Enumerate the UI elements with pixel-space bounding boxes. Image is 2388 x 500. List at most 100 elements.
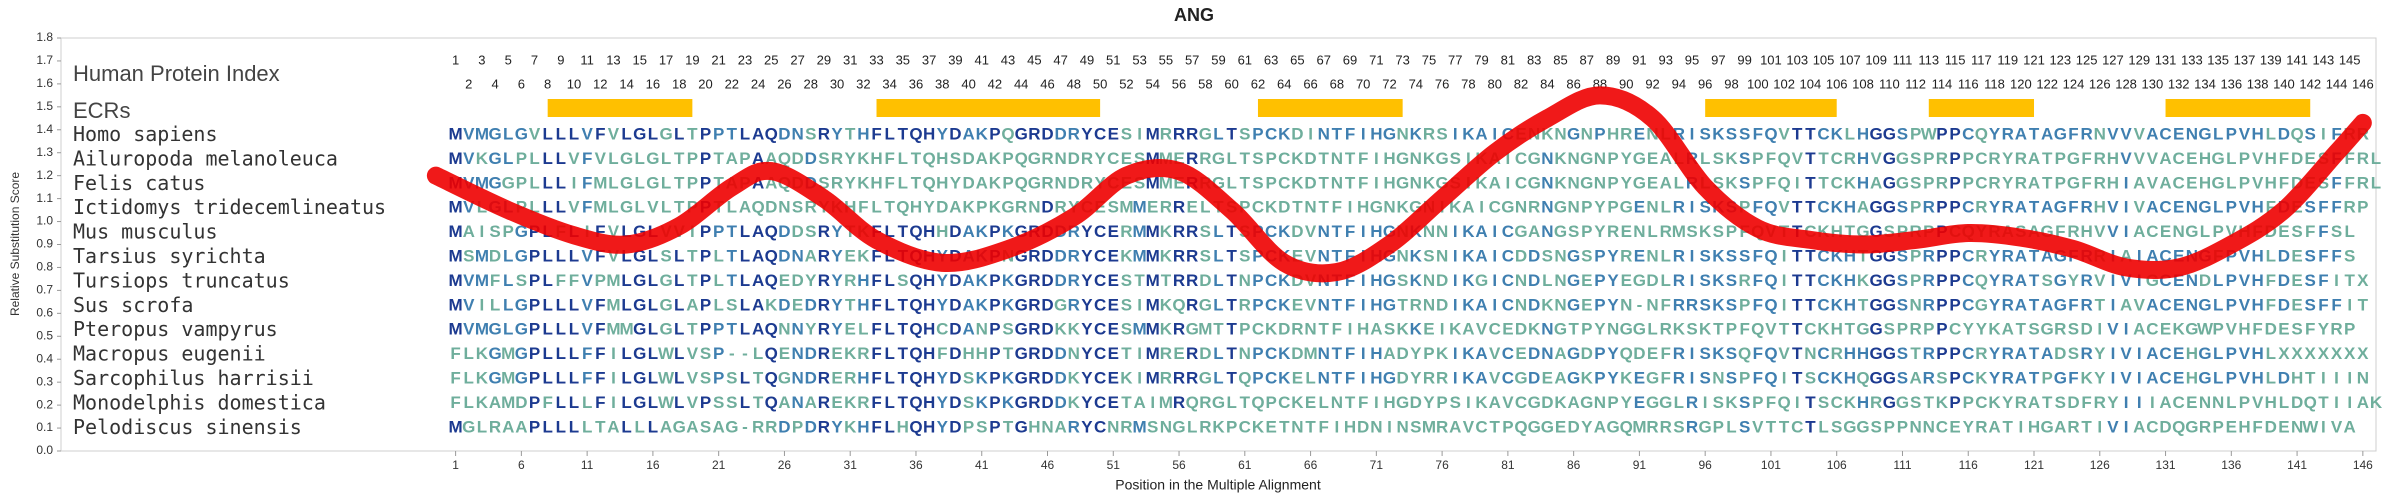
residue: A <box>2015 125 2027 144</box>
residue: A <box>1462 198 1474 217</box>
residue: P <box>1594 369 1605 388</box>
residue: D <box>1041 320 1053 339</box>
residue: V <box>1502 393 1514 412</box>
ecr-bar <box>876 99 1101 117</box>
position-number: 41 <box>975 52 989 67</box>
residue: M <box>606 296 620 315</box>
residue: F <box>595 296 605 315</box>
residue: R <box>818 271 830 290</box>
residue: L <box>556 296 566 315</box>
residue: R <box>2002 198 2014 217</box>
residue: P <box>963 418 974 437</box>
residue: E <box>1292 296 1303 315</box>
residue: T <box>1161 271 1172 290</box>
y-tick-label: 0.0 <box>36 443 53 457</box>
residue: X <box>2357 271 2369 290</box>
residue: G <box>1870 369 1883 388</box>
residue: V <box>687 345 699 364</box>
x-tick-label: 101 <box>1761 458 1781 472</box>
residue: L <box>648 369 658 388</box>
residue: E <box>2278 223 2289 242</box>
residue: L <box>621 393 631 412</box>
residue: P <box>1607 198 1618 217</box>
residue: Y <box>845 149 857 168</box>
residue: E <box>1502 320 1513 339</box>
residue: G <box>1528 149 1541 168</box>
residue: Q <box>909 369 922 388</box>
residue: Q <box>1975 125 1988 144</box>
residue: L <box>1818 418 1828 437</box>
residue: D <box>1055 271 1067 290</box>
residue: D <box>1041 271 1053 290</box>
residue: D <box>1436 271 1448 290</box>
residue: F <box>884 149 894 168</box>
residue: L <box>1661 247 1671 266</box>
residue: S <box>1239 125 1250 144</box>
residue: M <box>1146 271 1160 290</box>
residue: C <box>1502 247 1514 266</box>
residue: I <box>2334 393 2339 412</box>
residue: A <box>2041 198 2053 217</box>
residue: H <box>1844 296 1856 315</box>
residue: D <box>1633 345 1645 364</box>
residue: H <box>2251 125 2263 144</box>
residue: H <box>1370 271 1382 290</box>
residue: A <box>2002 320 2014 339</box>
residue: F <box>1753 125 1763 144</box>
position-number: 53 <box>1132 52 1146 67</box>
x-tick-label: 1 <box>452 458 459 472</box>
residue: I <box>1308 125 1313 144</box>
residue: P <box>700 174 711 193</box>
residue: Y <box>1081 271 1093 290</box>
x-tick-label: 136 <box>2221 458 2241 472</box>
residue: I <box>2334 271 2339 290</box>
residue: K <box>1397 320 1410 339</box>
position-number: 80 <box>1487 76 1501 91</box>
residue: G <box>515 247 528 266</box>
residue: L <box>542 271 552 290</box>
residue: M <box>593 198 607 217</box>
residue: E <box>2278 418 2289 437</box>
residue: K <box>765 296 778 315</box>
residue: E <box>2160 320 2171 339</box>
residue: P <box>1607 393 1618 412</box>
position-number: 63 <box>1264 52 1278 67</box>
residue: R <box>1160 125 1172 144</box>
residue: H <box>2251 345 2263 364</box>
residue: K <box>1831 125 1844 144</box>
residue: L <box>2226 393 2236 412</box>
residue: R <box>857 345 869 364</box>
residue: Q <box>1186 393 1199 412</box>
residue: T <box>2003 418 2014 437</box>
residue: V <box>2134 296 2146 315</box>
residue: S <box>2068 345 2079 364</box>
residue: F <box>1739 320 1749 339</box>
residue: H <box>1857 149 1869 168</box>
residue: Q <box>752 198 765 217</box>
position-number: 83 <box>1527 52 1541 67</box>
residue: Q <box>1764 369 1777 388</box>
residue: V <box>2134 198 2146 217</box>
residue: D <box>2265 320 2277 339</box>
residue: I <box>611 345 616 364</box>
y-tick-label: 1.0 <box>36 214 53 228</box>
residue: I <box>1361 223 1366 242</box>
residue: C <box>1962 296 1974 315</box>
residue: H <box>910 198 922 217</box>
residue: R <box>1436 369 1448 388</box>
position-number: 108 <box>1852 76 1874 91</box>
residue: P <box>529 393 540 412</box>
species-name: Ictidomys tridecemlineatus <box>73 195 386 219</box>
residue: P <box>713 345 724 364</box>
position-number: 139 <box>2260 52 2282 67</box>
residue: G <box>1396 149 1409 168</box>
residue: V <box>581 320 593 339</box>
residue: A <box>686 296 698 315</box>
residue: A <box>2041 296 2053 315</box>
residue: V <box>2107 418 2119 437</box>
residue: L <box>713 247 723 266</box>
residue: T <box>1779 418 1790 437</box>
residue: V <box>2147 149 2159 168</box>
residue: R <box>1028 296 1040 315</box>
residue: G <box>1383 125 1396 144</box>
